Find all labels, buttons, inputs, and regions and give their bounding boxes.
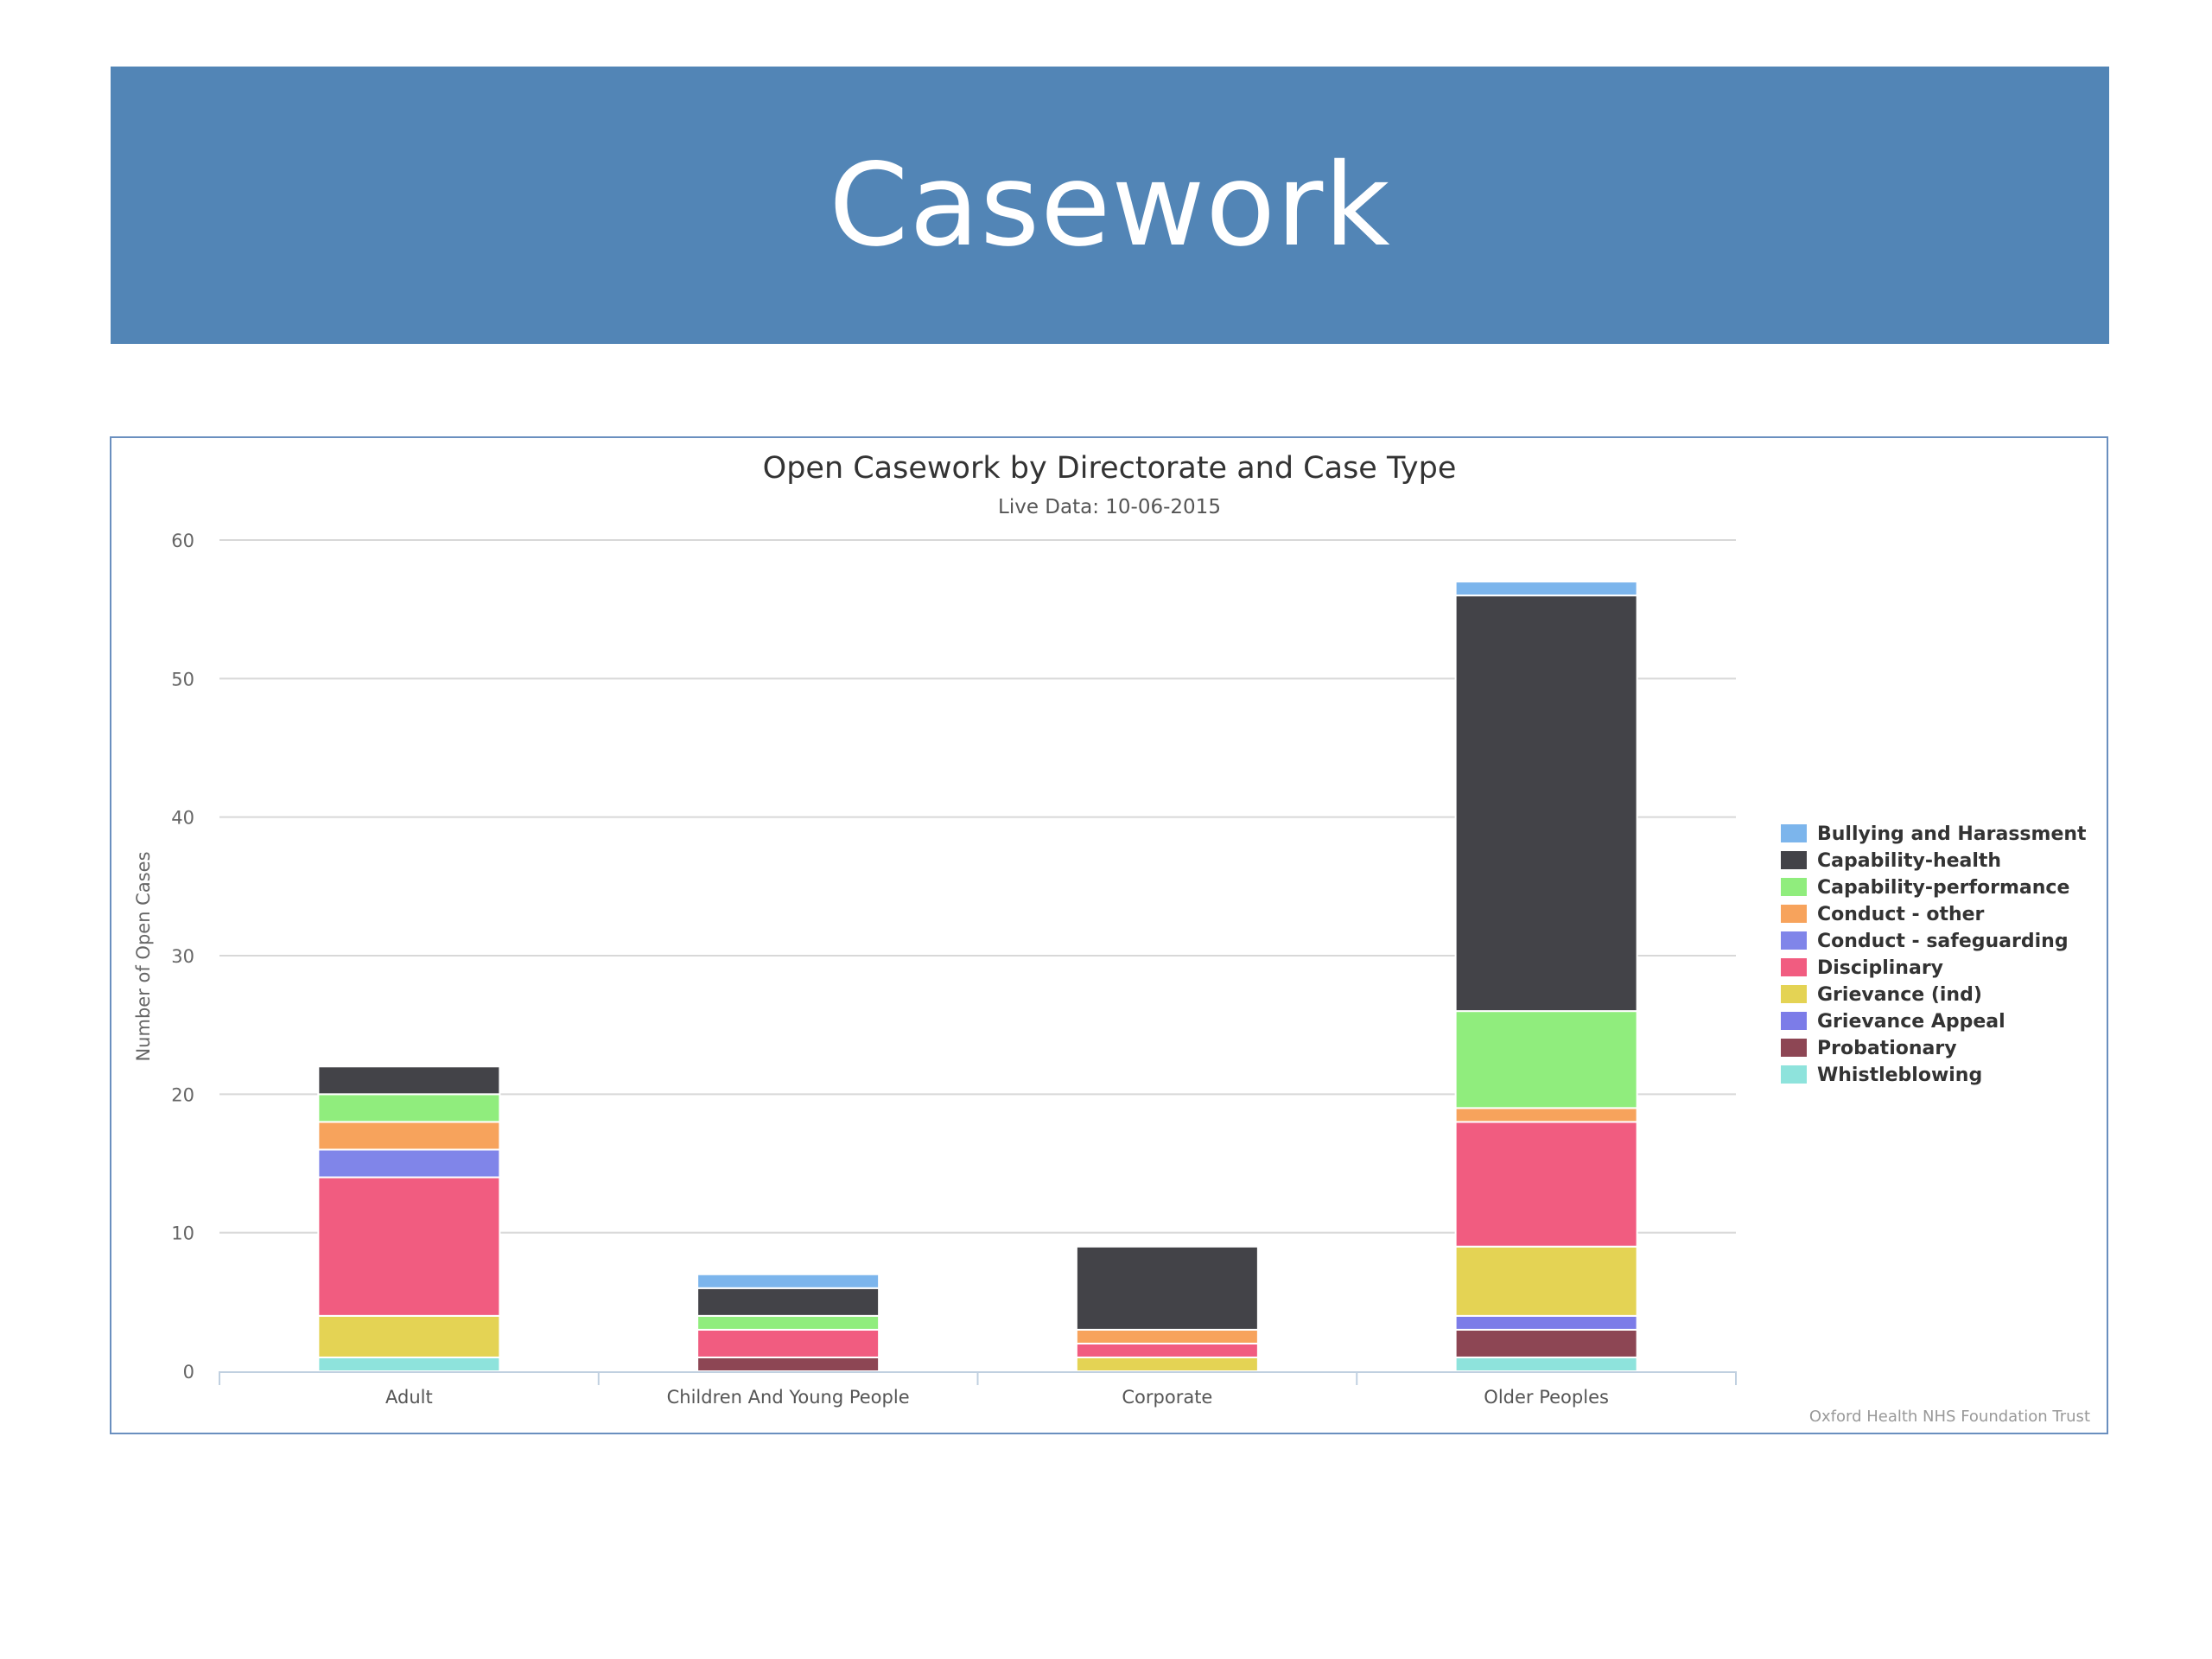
bar-segment: [317, 1093, 501, 1123]
bar-segment: [1454, 1107, 1638, 1123]
legend-item[interactable]: Disciplinary: [1817, 957, 1943, 979]
y-tick-label: 60: [171, 531, 194, 551]
legend: Bullying and Harassment Capability-health…: [1781, 823, 2087, 1086]
bar-segment: [1075, 1245, 1259, 1331]
legend-swatch: [1781, 985, 1807, 1003]
bar-segment: [1454, 1328, 1638, 1358]
bar-segment: [317, 1176, 501, 1317]
legend-item[interactable]: Conduct - safeguarding: [1817, 931, 2069, 952]
x-axis: [219, 1371, 1737, 1385]
bar-segment: [1075, 1342, 1259, 1358]
legend-item[interactable]: Whistleblowing: [1817, 1065, 1982, 1086]
bar-segment: [1454, 581, 1638, 597]
bar-segment: [317, 1314, 501, 1358]
chart-credit: Oxford Health NHS Foundation Trust: [1809, 1408, 2090, 1426]
legend-swatch: [1781, 878, 1807, 896]
legend-swatch: [1781, 1065, 1807, 1084]
y-tick-label: 20: [171, 1084, 194, 1105]
y-axis-ticks: 0 10 20 30 40 50 60: [171, 531, 194, 1382]
x-tick-label: Adult: [385, 1387, 433, 1408]
bar-segment: [1454, 1314, 1638, 1331]
chart-container: Open Casework by Directorate and Case Ty…: [110, 436, 2108, 1434]
bar-segment: [317, 1065, 501, 1096]
legend-item[interactable]: Conduct - other: [1817, 904, 1985, 925]
title-banner: Casework: [111, 67, 2109, 344]
chart-title: Open Casework by Directorate and Case Ty…: [763, 451, 1457, 486]
y-tick-label: 10: [171, 1224, 194, 1244]
legend-swatch: [1781, 1012, 1807, 1030]
legend-swatch: [1781, 824, 1807, 842]
bar-segment: [1454, 1356, 1638, 1373]
bar-segment: [1454, 594, 1638, 1013]
legend-item[interactable]: Bullying and Harassment: [1817, 823, 2087, 845]
legend-item[interactable]: Grievance (ind): [1817, 984, 1982, 1006]
x-tick-label: Children And Young People: [667, 1387, 910, 1408]
x-tick-label: Corporate: [1122, 1387, 1212, 1408]
y-tick-label: 30: [171, 946, 194, 967]
bars: [317, 581, 1638, 1373]
slide-title: Casework: [829, 138, 1391, 272]
legend-swatch: [1781, 958, 1807, 976]
bar-segment: [696, 1328, 880, 1358]
legend-item[interactable]: Capability-health: [1817, 850, 2001, 872]
legend-item[interactable]: Grievance Appeal: [1817, 1011, 2005, 1033]
y-tick-label: 0: [183, 1362, 194, 1382]
bar-segment: [317, 1148, 501, 1179]
x-tick-label: Older Peoples: [1484, 1387, 1609, 1408]
bar-segment: [1075, 1356, 1259, 1373]
bar-segment: [317, 1121, 501, 1151]
bar-segment: [696, 1287, 880, 1317]
legend-swatch: [1781, 931, 1807, 950]
y-axis-label: Number of Open Cases: [133, 851, 154, 1061]
bar-segment: [696, 1314, 880, 1331]
legend-item[interactable]: Capability-performance: [1817, 877, 2069, 899]
bar-segment: [1075, 1328, 1259, 1344]
y-tick-label: 50: [171, 669, 194, 690]
bar-segment: [696, 1273, 880, 1289]
bar-segment: [317, 1356, 501, 1373]
bar-segment: [1454, 1010, 1638, 1109]
bar-segment: [1454, 1245, 1638, 1317]
legend-swatch: [1781, 905, 1807, 923]
x-axis-ticks: Adult Children And Young People Corporate O…: [385, 1387, 1609, 1408]
bar-segment: [696, 1356, 880, 1373]
y-tick-label: 40: [171, 808, 194, 829]
chart-subtitle: Live Data: 10-06-2015: [998, 496, 1221, 518]
legend-item[interactable]: Probationary: [1817, 1038, 1957, 1059]
legend-swatch: [1781, 1039, 1807, 1057]
legend-swatch: [1781, 851, 1807, 869]
stacked-bar-chart: Open Casework by Directorate and Case Ty…: [133, 451, 2090, 1426]
bar-segment: [1454, 1121, 1638, 1248]
